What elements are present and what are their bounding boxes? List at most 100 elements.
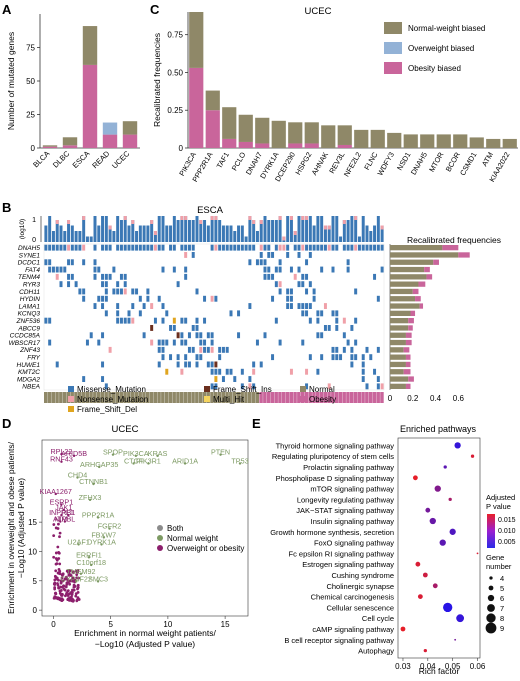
- mutation-cell: [286, 252, 290, 258]
- mutation-cell: [214, 376, 218, 382]
- pathway-label: Phospholipase D signaling pathway: [276, 474, 395, 483]
- overweight-obesity-point: [65, 581, 69, 585]
- mutation-count-bar: [157, 216, 161, 242]
- overweight-obesity-gene-label: ATM: [53, 515, 68, 524]
- x-axis-label-line2: −Log10 (Adjusted P value): [95, 639, 195, 649]
- overweight-obesity-point: [54, 569, 58, 573]
- group-annotation-cell: [44, 392, 48, 403]
- mutation-cell: [206, 332, 210, 339]
- mutation-cell: [297, 266, 301, 273]
- mutation-count-bar: [331, 216, 335, 242]
- mutation-cell: [104, 244, 108, 251]
- chart-title: Enriched pathways: [400, 424, 477, 434]
- normal-weight-gene-label: CTNNB1: [79, 477, 108, 486]
- mutation-count-bar: [176, 220, 180, 242]
- mutation-cell: [153, 317, 157, 324]
- group-annotation-cell: [127, 392, 131, 403]
- y-tick-label: 0.25: [167, 106, 183, 115]
- mutation-cell: [74, 281, 78, 288]
- mutation-cell: [312, 288, 316, 295]
- normal-weight-point: [77, 543, 80, 546]
- mutation-count-bar: [308, 216, 312, 242]
- group-annotation-cell: [123, 392, 127, 403]
- mutation-cell: [267, 273, 271, 280]
- x-tick-label: 0.06: [470, 662, 486, 671]
- freq-bar-obesity: [412, 288, 419, 295]
- normal-weight-gene-label: FGFR2: [98, 522, 122, 531]
- mutation-cell: [361, 244, 365, 251]
- normal-weight-point: [102, 536, 106, 539]
- panel-letter-d: D: [2, 416, 11, 431]
- overweight-obesity-point: [55, 596, 58, 599]
- plot-frame: [41, 439, 249, 617]
- gene-label: LAMA1: [19, 303, 41, 310]
- group-annotation-cell: [289, 392, 294, 403]
- normal-weight-point: [92, 482, 95, 486]
- mutation-count-bar: [259, 220, 263, 242]
- gene-label: SYNE1: [19, 252, 41, 259]
- x-tick-label: 0.03: [395, 662, 411, 671]
- gene-label: KMT2C: [18, 369, 40, 376]
- mutation-cell: [308, 244, 312, 251]
- mutation-cell: [214, 368, 218, 375]
- overweight-obesity-gene-label: RB1: [61, 508, 75, 517]
- plot-frame: [397, 437, 481, 659]
- normal-weight-point: [90, 563, 93, 567]
- normal-weight-point: [96, 516, 100, 519]
- panel-letter-a: A: [2, 2, 12, 17]
- mutation-cell: [119, 317, 123, 324]
- mutation-cell: [271, 295, 275, 302]
- colorbar-tick-label: 0.015: [498, 517, 516, 524]
- x-tick-label: MTOR: [427, 151, 445, 174]
- bar-segment: [255, 143, 270, 148]
- y-tick-label: 0: [33, 606, 38, 615]
- mutation-cell: [376, 376, 380, 382]
- color-legend-title-line1: Adjusted: [486, 493, 515, 502]
- mutation-cell: [101, 332, 105, 339]
- mutation-cell: [380, 244, 384, 251]
- mutation-count-bar: [51, 231, 55, 242]
- mutation-cell: [354, 339, 358, 346]
- mutation-cell: [210, 368, 214, 375]
- mutation-cell: [44, 244, 48, 251]
- normal-weight-gene-label: ARID1A: [172, 456, 198, 465]
- gene-label: DNAH5: [18, 245, 40, 252]
- overweight-obesity-gene-label: ARID5B: [61, 449, 87, 458]
- mutation-cell: [237, 310, 241, 317]
- group-annotation-cell: [130, 392, 135, 403]
- group-annotation-cell: [357, 392, 362, 403]
- legend-label: Overweight biased: [408, 44, 474, 53]
- freq-bar-normal: [390, 369, 404, 375]
- overweight-obesity-point: [70, 590, 73, 594]
- normal-weight-point: [134, 454, 138, 458]
- normal-weight-gene-label: SMC3: [88, 574, 108, 583]
- mutation-cell: [210, 295, 214, 302]
- chart-title: ESCA: [197, 205, 224, 216]
- mutation-cell: [82, 376, 86, 382]
- mutation-count-bar-nonsense: [55, 220, 59, 224]
- group-annotation-cell: [183, 392, 188, 403]
- legend-swatch: [384, 42, 402, 54]
- mutation-cell: [104, 281, 108, 288]
- y-axis-label: Number of mutated genes: [6, 32, 16, 130]
- mutation-count-bar: [116, 216, 120, 242]
- pathway-dot: [454, 442, 461, 449]
- overweight-obesity-point: [54, 575, 58, 579]
- legend-label: Nonsense_Mutation: [77, 395, 148, 404]
- mutation-count-bar: [180, 216, 184, 242]
- mutation-cell: [101, 273, 105, 280]
- mutation-count-bar: [221, 225, 225, 242]
- mutation-count-bar: [153, 231, 157, 242]
- overweight-obesity-gene-label: RPL22: [50, 447, 72, 456]
- group-annotation-cell: [62, 392, 67, 403]
- size-legend-dot: [488, 585, 494, 591]
- size-legend-dot: [487, 594, 495, 602]
- mutation-cell: [335, 244, 339, 251]
- mutation-cell: [331, 346, 335, 353]
- mutation-cell: [339, 354, 343, 361]
- size-legend-dot: [487, 604, 495, 612]
- mutation-cell: [331, 310, 335, 317]
- normal-weight-gene-label: TMEM92: [66, 567, 95, 576]
- size-legend-label: 4: [500, 574, 504, 583]
- mutation-cell: [104, 383, 108, 390]
